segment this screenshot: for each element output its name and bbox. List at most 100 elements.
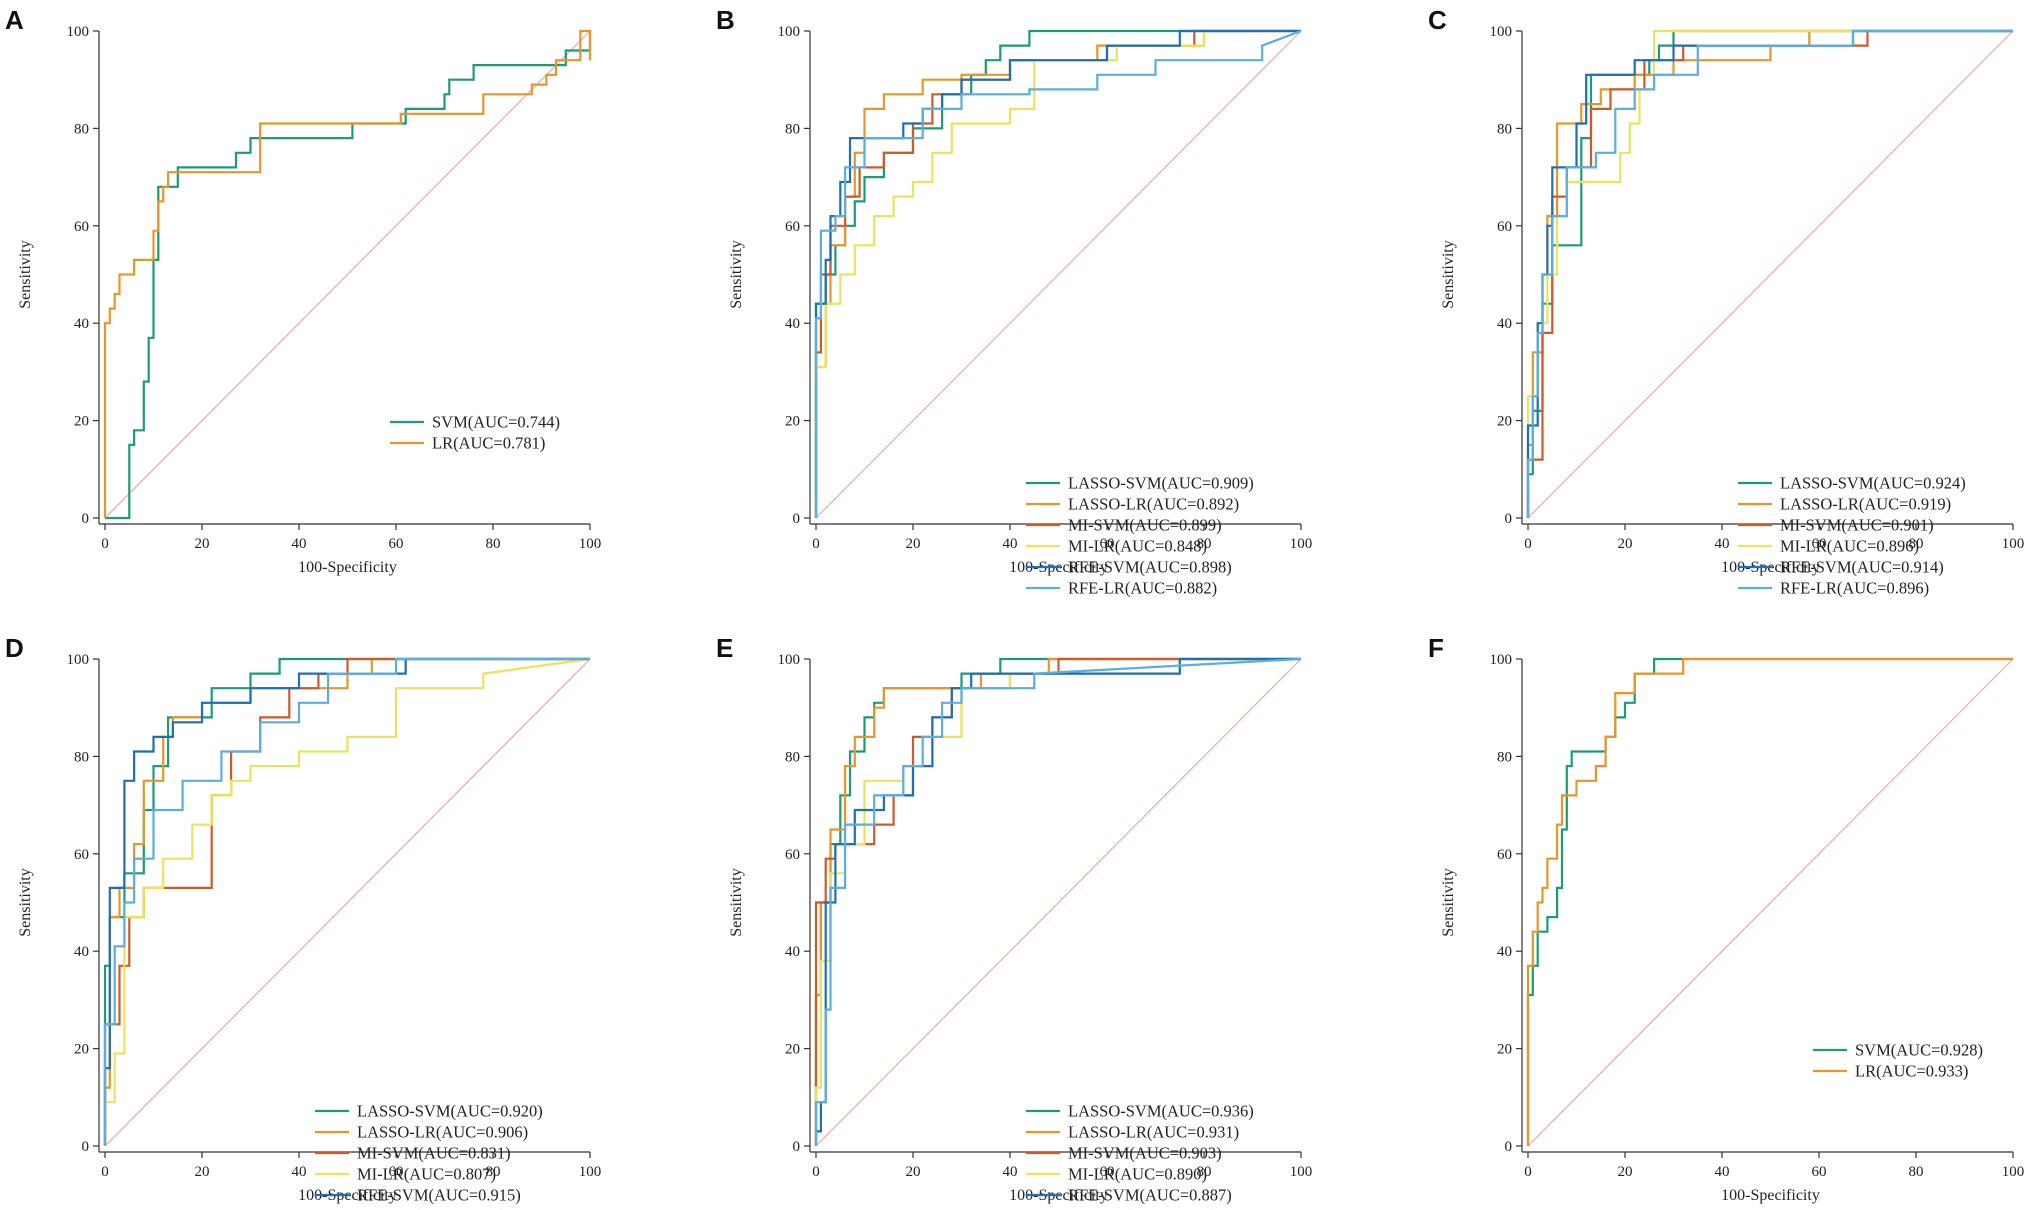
roc-panel-d: D0 20 40 60 80 100020406080100100-Specificity… bbox=[5, 633, 601, 1210]
legend-label-1: LASSO-SVM(AUC=0.936) bbox=[1068, 1102, 1254, 1121]
roc-panel-b: B0 20 40 60 80 100020406080100100-Specificity… bbox=[716, 5, 1312, 598]
y-tick-label: 40 bbox=[74, 944, 89, 960]
roc-curve-6 bbox=[103, 657, 590, 1146]
x-tick-label: 100 bbox=[1290, 1164, 1313, 1180]
x-tick-label: 60 bbox=[1812, 1164, 1827, 1180]
roc-curve-1 bbox=[1526, 657, 2013, 1146]
x-axis-label: 100-Specificity bbox=[298, 559, 397, 576]
legend-label-1: LASSO-SVM(AUC=0.924) bbox=[1780, 474, 1966, 493]
y-axis-label: Sensitivity bbox=[728, 868, 745, 936]
y-tick-label: 80 bbox=[74, 121, 89, 137]
legend-label-1: SVM(AUC=0.744) bbox=[432, 413, 560, 432]
roc-panel-c: C0 20 40 60 80 100020406080100100-Specificity… bbox=[1428, 5, 2024, 598]
x-tick-label: 20 bbox=[906, 536, 921, 552]
legend-label-5: RFE-SVM(AUC=0.914) bbox=[1780, 558, 1944, 577]
y-tick-label: 0 bbox=[1505, 511, 1513, 527]
legend-label-2: LASSO-LR(AUC=0.931) bbox=[1068, 1123, 1239, 1142]
legend-label-5: RFE-SVM(AUC=0.898) bbox=[1068, 558, 1232, 577]
roc-panel-a: A 0 20 40 60 80 100 0 20 40 60 80 100 100-Specificity… bbox=[5, 5, 601, 576]
roc-curve-6 bbox=[814, 657, 1302, 1146]
panel-letter-a: A bbox=[5, 5, 24, 35]
x-tick-label: 60 bbox=[389, 1164, 404, 1180]
x-tick-label: 40 bbox=[1003, 1164, 1018, 1180]
reference-diagonal bbox=[1527, 30, 2014, 519]
x-tick-label: 60 bbox=[1100, 536, 1115, 552]
x-tick-label: 0 bbox=[101, 536, 109, 552]
roc-curve-5 bbox=[103, 657, 590, 1146]
roc-curve-1 bbox=[1526, 29, 2013, 518]
roc-curve-5 bbox=[1526, 29, 2013, 518]
legend-label-3: MI-SVM(AUC=0.831) bbox=[357, 1144, 511, 1163]
x-tick-label: 60 bbox=[389, 536, 404, 552]
x-tick-label: 40 bbox=[1003, 536, 1018, 552]
roc-curve-2 bbox=[1526, 657, 2013, 1146]
y-tick-label: 60 bbox=[785, 219, 800, 235]
roc-panel-e: E0 20 40 60 80 100020406080100100-Specificity… bbox=[716, 633, 1312, 1210]
y-tick-label: 40 bbox=[785, 316, 800, 332]
panel-letter-c: C bbox=[1428, 5, 1447, 35]
x-tick-label: 100 bbox=[579, 536, 602, 552]
reference-diagonal bbox=[815, 30, 1302, 519]
legend-label-1: LASSO-SVM(AUC=0.909) bbox=[1068, 474, 1254, 493]
roc-curve-1 bbox=[105, 31, 592, 520]
y-axis-label: Sensitivity bbox=[17, 868, 34, 936]
x-tick-label: 80 bbox=[1909, 536, 1924, 552]
reference-diagonal bbox=[1527, 658, 2014, 1147]
roc-curve-4 bbox=[103, 657, 591, 1146]
y-tick-label: 0 bbox=[82, 511, 90, 527]
y-tick-label: 80 bbox=[1497, 749, 1512, 765]
y-tick-label: 20 bbox=[785, 1042, 800, 1058]
y-tick-label: 40 bbox=[74, 316, 89, 332]
y-tick-label: 0 bbox=[793, 511, 801, 527]
x-tick-label: 40 bbox=[1715, 1164, 1730, 1180]
y-axis-label: Sensitivity bbox=[728, 240, 745, 308]
y-tick-label: 40 bbox=[785, 944, 800, 960]
y-tick-label: 60 bbox=[1497, 219, 1512, 235]
y-tick-label: 60 bbox=[74, 847, 89, 863]
x-tick-label: 80 bbox=[1909, 1164, 1924, 1180]
x-tick-label: 20 bbox=[195, 1164, 210, 1180]
x-tick-label: 40 bbox=[1715, 536, 1730, 552]
roc-curve-2 bbox=[1526, 29, 2013, 518]
reference-diagonal bbox=[104, 658, 591, 1147]
y-tick-label: 80 bbox=[785, 121, 800, 137]
legend-label-2: LR(AUC=0.781) bbox=[432, 434, 545, 453]
y-axis-label: Sensitivity bbox=[1440, 240, 1457, 308]
y-tick-label: 100 bbox=[1490, 24, 1513, 40]
y-tick-label: 60 bbox=[785, 847, 800, 863]
roc-curve-6 bbox=[814, 29, 1302, 518]
panel-letter-f: F bbox=[1428, 633, 1444, 663]
roc-panel-f: F 0 20 40 60 80 100 0 20 40 60 80 100 100-Specificity… bbox=[1428, 633, 2024, 1204]
legend-label-4: MI-LR(AUC=0.848) bbox=[1068, 537, 1207, 556]
y-tick-label: 80 bbox=[785, 749, 800, 765]
roc-curve-6 bbox=[1526, 29, 2013, 518]
panel-letter-e: E bbox=[716, 633, 733, 663]
legend-label-3: MI-SVM(AUC=0.903) bbox=[1068, 1144, 1222, 1163]
roc-curve-5 bbox=[814, 29, 1301, 518]
x-tick-label: 40 bbox=[292, 1164, 307, 1180]
legend-label-6: RFE-LR(AUC=0.882) bbox=[1068, 579, 1217, 598]
y-tick-label: 60 bbox=[74, 219, 89, 235]
legend-label-2: LASSO-LR(AUC=0.892) bbox=[1068, 495, 1239, 514]
x-tick-label: 80 bbox=[486, 1164, 501, 1180]
x-tick-label: 80 bbox=[1197, 536, 1212, 552]
y-tick-label: 80 bbox=[74, 749, 89, 765]
legend-label-4: MI-LR(AUC=0.807) bbox=[357, 1165, 496, 1184]
x-tick-label: 20 bbox=[195, 536, 210, 552]
reference-diagonal bbox=[815, 658, 1302, 1147]
legend-label-6: RFE-LR(AUC=0.872) bbox=[357, 1207, 506, 1210]
x-tick-label: 100 bbox=[579, 1164, 602, 1180]
legend-label-1: LASSO-SVM(AUC=0.920) bbox=[357, 1102, 543, 1121]
legend-label-2: LASSO-LR(AUC=0.919) bbox=[1780, 495, 1951, 514]
legend-label-5: RFE-SVM(AUC=0.915) bbox=[357, 1186, 521, 1205]
y-axis-label: Sensitivity bbox=[1440, 868, 1457, 936]
x-tick-label: 40 bbox=[292, 536, 307, 552]
y-tick-label: 100 bbox=[778, 652, 801, 668]
x-tick-label: 100 bbox=[2002, 536, 2025, 552]
x-tick-label: 100 bbox=[1290, 536, 1313, 552]
x-tick-label: 100 bbox=[2002, 1164, 2025, 1180]
x-tick-label: 60 bbox=[1812, 536, 1827, 552]
y-tick-label: 100 bbox=[67, 24, 90, 40]
x-tick-label: 0 bbox=[812, 536, 820, 552]
y-tick-label: 20 bbox=[74, 414, 89, 430]
